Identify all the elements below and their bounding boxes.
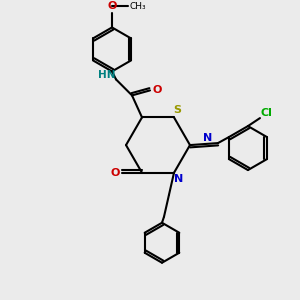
- Text: N: N: [174, 174, 184, 184]
- Text: O: O: [152, 85, 162, 95]
- Text: O: O: [110, 168, 120, 178]
- Text: S: S: [173, 105, 181, 116]
- Text: Cl: Cl: [260, 108, 272, 118]
- Text: N: N: [203, 133, 213, 143]
- Text: CH₃: CH₃: [130, 2, 146, 11]
- Text: O: O: [107, 2, 117, 11]
- Text: HN: HN: [98, 70, 116, 80]
